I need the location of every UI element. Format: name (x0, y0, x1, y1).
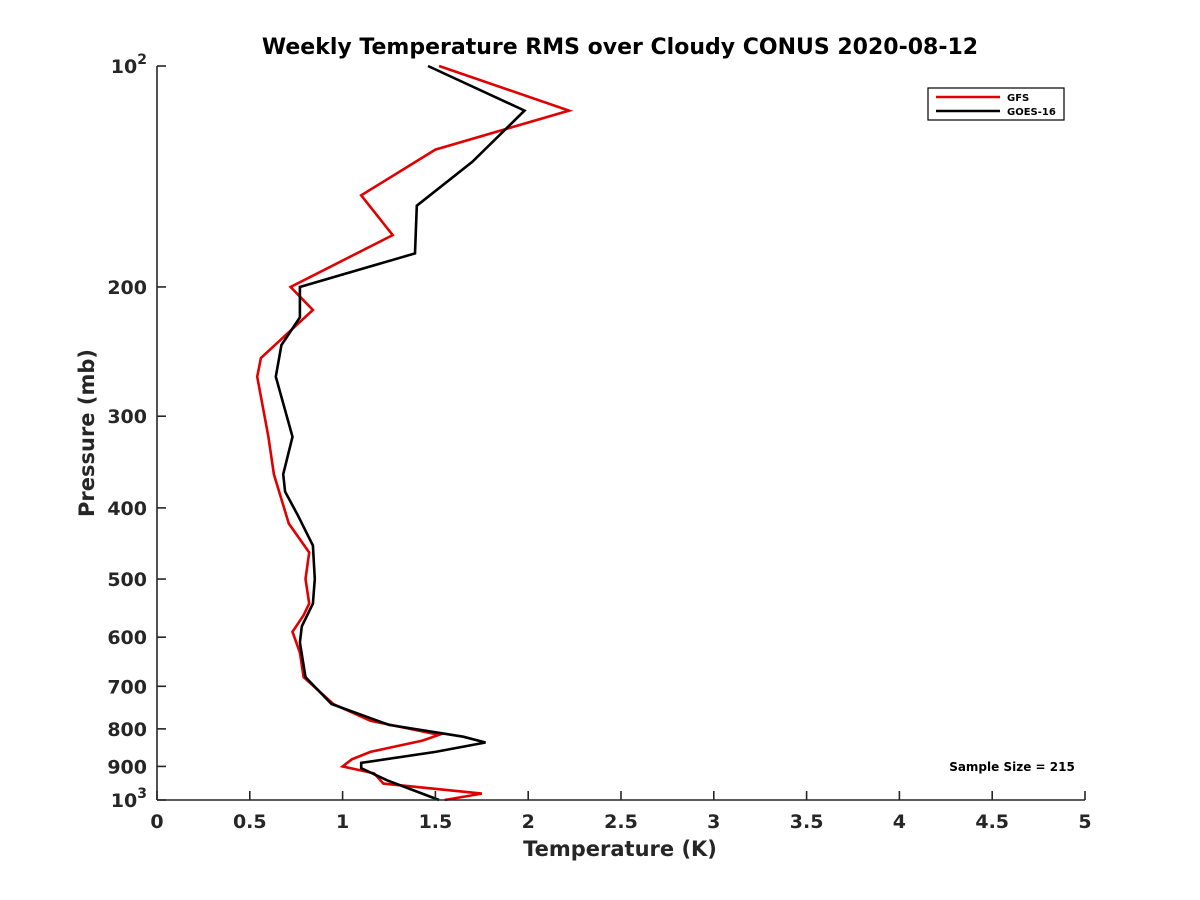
legend-label-gfs: GFS (1007, 93, 1029, 104)
y-axis-label: Pressure (mb) (75, 349, 99, 517)
x-tick-label: 4.5 (975, 811, 1009, 833)
x-tick-label: 1 (336, 811, 349, 833)
y-tick-label: 200 (107, 277, 147, 299)
y-tick-label: 400 (107, 498, 147, 520)
x-tick-label: 1.5 (419, 811, 453, 833)
y-tick-label: 500 (107, 569, 147, 591)
x-tick-label: 0 (150, 811, 163, 833)
sample-size-annotation: Sample Size = 215 (949, 760, 1075, 774)
y-tick-label: 103 (111, 786, 147, 812)
chart-title: Weekly Temperature RMS over Cloudy CONUS… (262, 35, 978, 60)
x-tick-label: 5 (1078, 811, 1091, 833)
series-line-gfs (255, 64, 574, 802)
series-line-goes16 (274, 64, 527, 802)
y-tick-label: 300 (107, 406, 147, 428)
y-tick-label: 600 (107, 627, 147, 649)
x-tick-label: 2 (522, 811, 535, 833)
y-tick-label: 900 (107, 756, 147, 778)
x-axis-label: Temperature (K) (523, 837, 717, 861)
y-tick-label: 700 (107, 676, 147, 698)
x-tick-label: 2.5 (604, 811, 638, 833)
series-layer (255, 64, 574, 802)
x-tick-label: 0.5 (233, 811, 267, 833)
legend-box (927, 87, 1065, 121)
legend: GFS GOES-16 (927, 87, 1065, 121)
x-axis-ticks: 0 0.5 1 1.5 2 2.5 3 3.5 4 4.5 5 (150, 791, 1092, 833)
x-tick-label: 3.5 (790, 811, 824, 833)
legend-label-goes16: GOES-16 (1007, 107, 1056, 118)
x-tick-label: 3 (707, 811, 720, 833)
y-tick-label: 800 (107, 719, 147, 741)
x-tick-label: 4 (893, 811, 906, 833)
